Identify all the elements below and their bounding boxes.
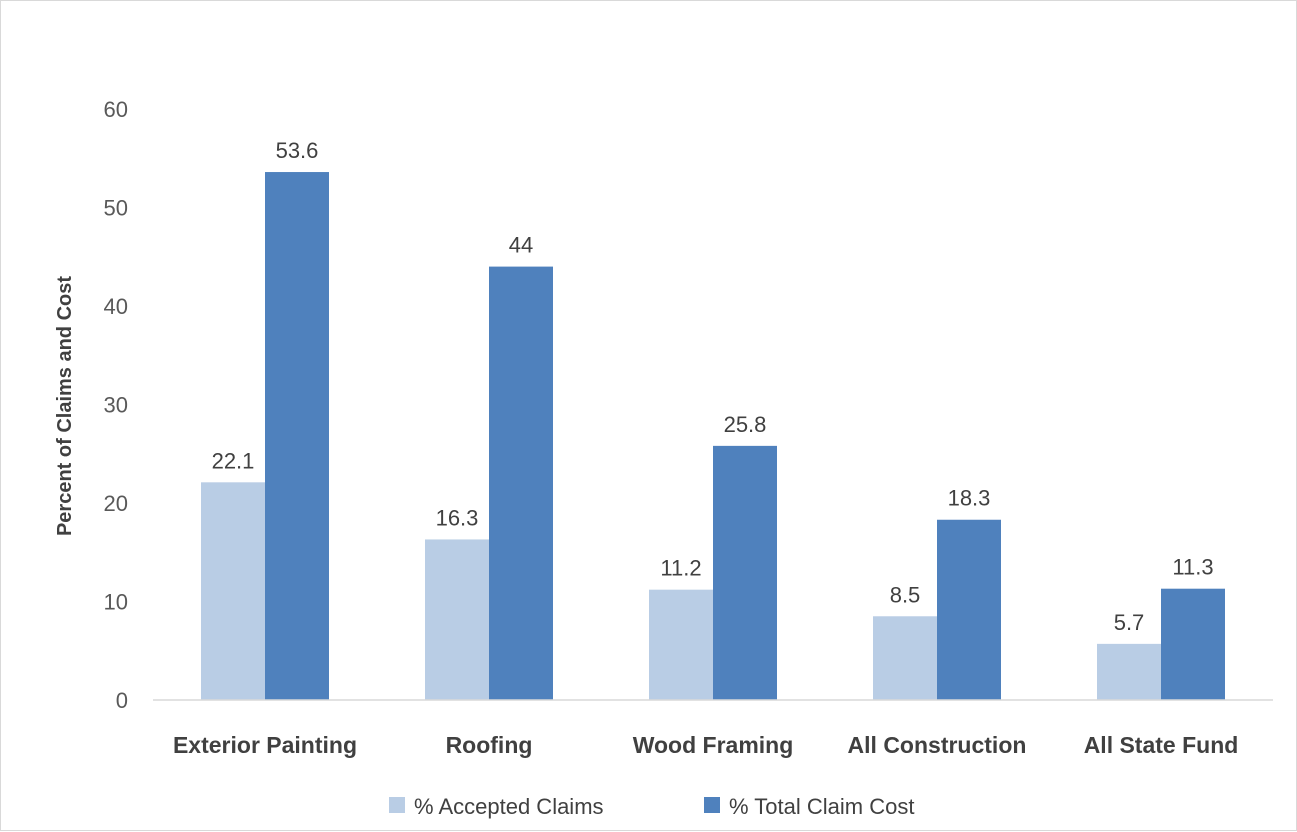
data-label: 25.8 (724, 412, 767, 437)
bar-accepted-claims (425, 539, 489, 700)
data-label: 11.2 (660, 556, 701, 581)
legend-swatch (389, 797, 405, 813)
data-label: 18.3 (948, 486, 991, 511)
category-label: All Construction (848, 732, 1027, 758)
category-label: All State Fund (1084, 732, 1239, 758)
data-label: 44 (509, 233, 533, 258)
y-tick-label: 30 (104, 393, 128, 418)
y-tick-label: 60 (104, 97, 128, 122)
y-tick-label: 40 (104, 294, 128, 319)
data-label: 16.3 (436, 505, 479, 530)
legend-swatch (704, 797, 720, 813)
data-label: 8.5 (890, 582, 921, 607)
legend-label: % Total Claim Cost (729, 794, 914, 819)
bar-accepted-claims (649, 589, 713, 700)
data-label: 53.6 (276, 138, 319, 163)
bar-accepted-claims (873, 616, 937, 700)
y-tick-label: 20 (104, 491, 128, 516)
y-tick-label: 10 (104, 590, 128, 615)
bar-total-claim-cost (1161, 588, 1225, 700)
bar-accepted-claims (201, 482, 265, 700)
category-label: Wood Framing (633, 732, 794, 758)
bar-total-claim-cost (937, 519, 1001, 700)
category-label: Exterior Painting (173, 732, 357, 758)
bar-total-claim-cost (713, 445, 777, 700)
data-label: 5.7 (1114, 610, 1145, 635)
data-label: 11.3 (1172, 555, 1213, 580)
category-label: Roofing (446, 732, 533, 758)
y-tick-label: 50 (104, 196, 128, 221)
y-axis-title: Percent of Claims and Cost (54, 276, 76, 536)
data-label: 22.1 (212, 448, 255, 473)
bar-accepted-claims (1097, 643, 1161, 700)
y-tick-label: 0 (116, 688, 128, 713)
bar-total-claim-cost (265, 172, 329, 701)
legend-label: % Accepted Claims (414, 794, 604, 819)
bar-total-claim-cost (489, 266, 553, 700)
